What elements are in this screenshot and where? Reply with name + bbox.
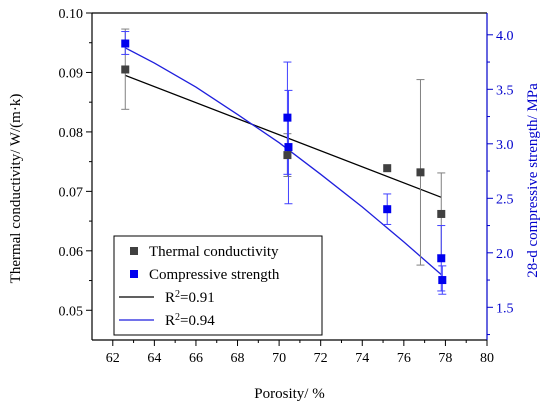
legend-label-fit-strength-base: R	[165, 313, 175, 329]
left-y-axis-title: Thermal conductivity/ W/(m·k)	[8, 94, 24, 284]
left-y-tick-label: 0.05	[59, 304, 84, 319]
left-y-axis: 0.05 0.06 0.07 0.08 0.09 0.10	[59, 7, 92, 319]
marker-thermal-conductivity	[383, 164, 392, 173]
x-tick-label: 72	[314, 351, 328, 366]
x-axis: 62 64 66 68 70 72 74 76 78 80	[106, 340, 494, 366]
marker-compressive-strength	[284, 143, 293, 152]
legend-label-fit-thermal-rest: =0.91	[180, 290, 215, 306]
legend-label-fit-strength-rest: =0.94	[180, 313, 215, 329]
right-y-tick-label: 2.0	[496, 247, 514, 262]
x-tick-label: 74	[355, 351, 369, 366]
right-y-tick-label: 4.0	[496, 29, 514, 44]
right-y-tick-label: 3.5	[496, 83, 514, 98]
marker-compressive-strength	[383, 205, 392, 214]
marker-compressive-strength	[438, 276, 447, 285]
marker-thermal-conductivity	[416, 168, 425, 177]
legend-label-fit-thermal-sup: 2	[175, 289, 180, 300]
x-axis-title: Porosity/ %	[254, 386, 324, 402]
legend-label-fit-strength: R2=0.94	[165, 312, 215, 330]
legend: Thermal conductivity Compressive strengt…	[113, 235, 323, 336]
right-y-axis-title: 28-d compressive strength/ MPa	[525, 83, 541, 278]
legend-label-fit-thermal-base: R	[165, 290, 175, 306]
x-tick-label: 64	[147, 351, 161, 366]
legend-label-fit-thermal: R2=0.91	[165, 289, 215, 307]
right-y-tick-label: 3.0	[496, 138, 514, 153]
legend-label-fit-strength-sup: 2	[175, 312, 180, 323]
legend-marker-compressive-strength	[130, 270, 138, 278]
x-tick-label: 80	[480, 351, 494, 366]
legend-label-compressive-strength: Compressive strength	[149, 267, 280, 283]
left-y-tick-label: 0.09	[59, 66, 84, 81]
left-y-tick-label: 0.07	[59, 185, 84, 200]
x-tick-label: 66	[189, 351, 203, 366]
data-markers	[121, 39, 447, 285]
left-y-tick-label: 0.10	[59, 7, 84, 22]
right-y-axis: 1.5 2.0 2.5 3.0 3.5 4.0	[487, 29, 514, 336]
x-tick-label: 76	[397, 351, 411, 366]
marker-thermal-conductivity	[121, 65, 130, 74]
marker-thermal-conductivity	[283, 151, 292, 160]
left-y-tick-label: 0.06	[59, 245, 84, 260]
left-y-tick-label: 0.08	[59, 126, 84, 141]
right-y-tick-label: 1.5	[496, 301, 514, 316]
marker-thermal-conductivity	[437, 209, 446, 218]
legend-marker-thermal-conductivity	[130, 247, 138, 255]
marker-compressive-strength	[437, 254, 446, 263]
plot-area	[91, 12, 488, 341]
x-tick-label: 78	[438, 351, 452, 366]
x-tick-label: 68	[231, 351, 245, 366]
right-y-tick-label: 2.5	[496, 192, 514, 207]
legend-label-thermal-conductivity: Thermal conductivity	[149, 244, 279, 260]
marker-compressive-strength	[121, 39, 130, 48]
legend-box	[113, 235, 323, 336]
x-tick-label: 70	[272, 351, 286, 366]
fit-lines	[124, 47, 442, 276]
marker-compressive-strength	[283, 113, 292, 122]
fit-line-compressive-strength	[124, 47, 442, 276]
fit-line-thermal-conductivity	[125, 74, 442, 198]
x-tick-label: 62	[106, 351, 120, 366]
